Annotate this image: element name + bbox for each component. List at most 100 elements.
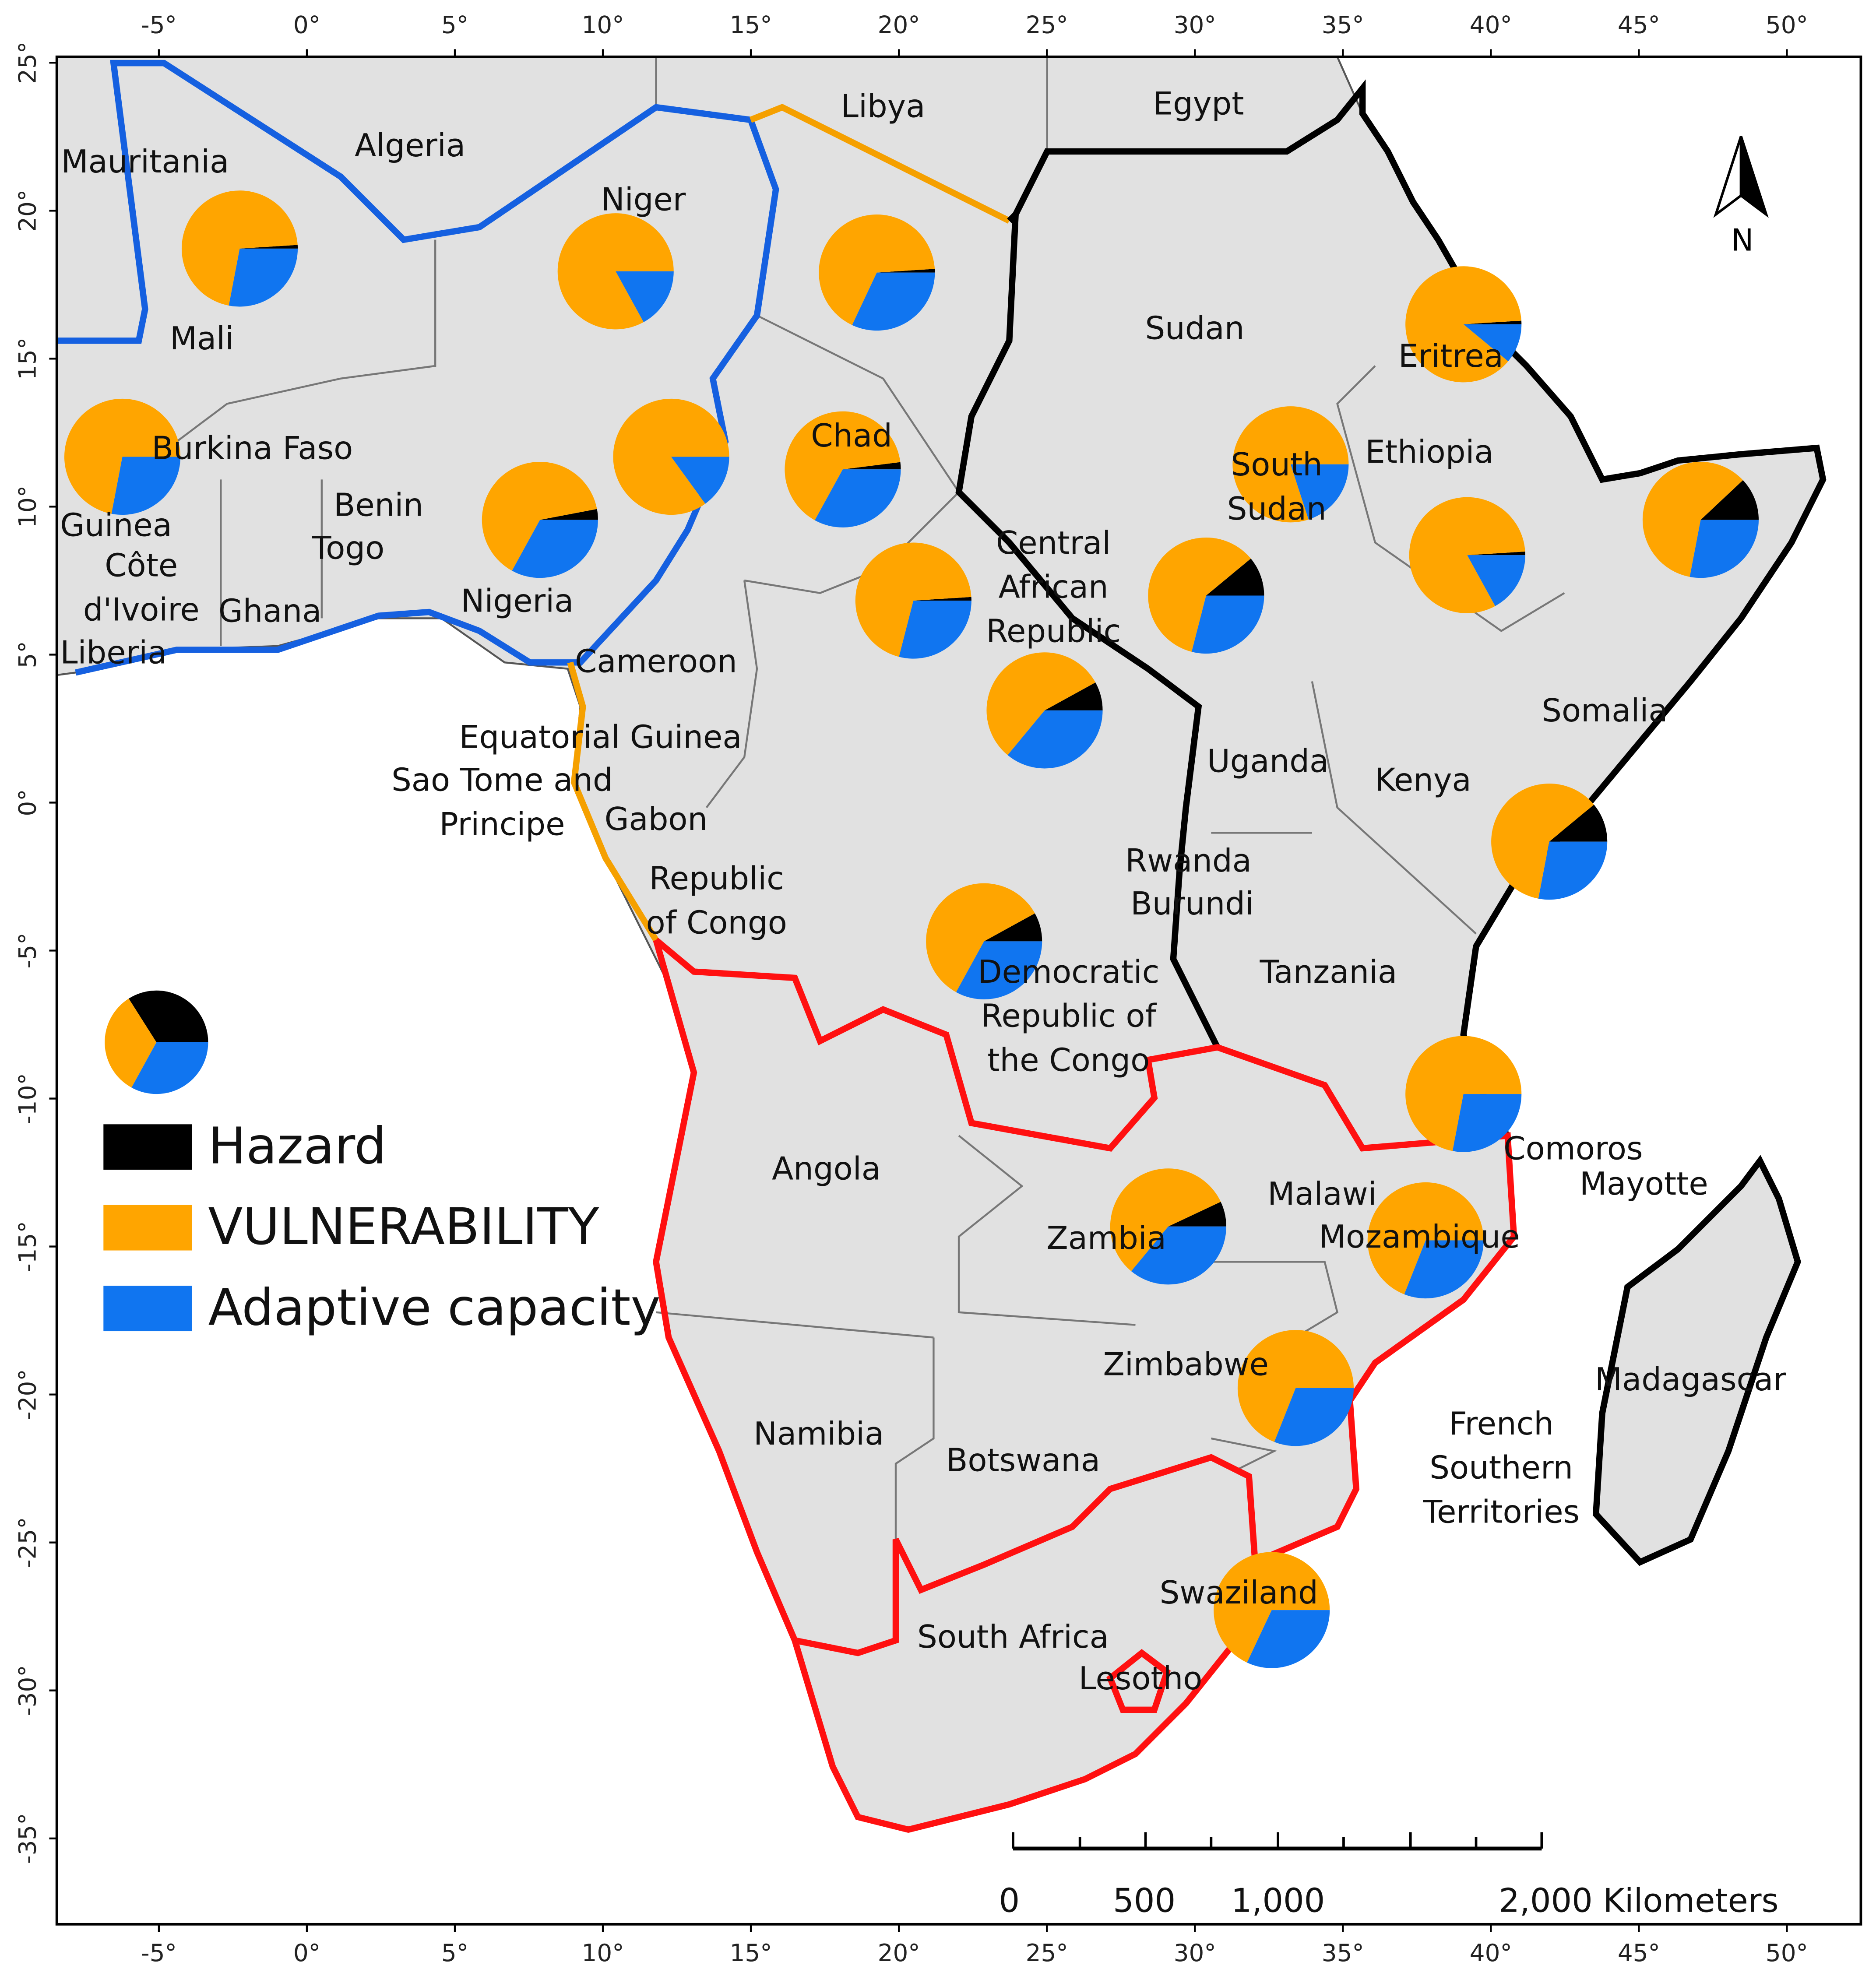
pie-wedge bbox=[1367, 1182, 1484, 1294]
pie-wedge bbox=[229, 248, 298, 307]
scale-label: 1,000 bbox=[1231, 1881, 1325, 1920]
country-label: Swaziland bbox=[1160, 1574, 1318, 1611]
y-tick-label: -5° bbox=[13, 933, 41, 969]
pie-wedge bbox=[984, 913, 1042, 942]
pie-wedge bbox=[842, 462, 901, 470]
country-label: Côte bbox=[105, 547, 178, 584]
pie-wedge bbox=[1452, 1094, 1522, 1152]
x-tick-label: 40° bbox=[1470, 1939, 1512, 1967]
y-tick-label: -20° bbox=[13, 1369, 41, 1420]
country-label: Rwanda bbox=[1125, 842, 1252, 879]
x-tick-label: 50° bbox=[1766, 11, 1808, 39]
pie-wedge bbox=[986, 652, 1096, 756]
y-tick-label: 5° bbox=[13, 641, 41, 668]
central-region-border bbox=[749, 104, 1011, 224]
y-tick-label: -25° bbox=[13, 1517, 41, 1568]
pie-wedge bbox=[1237, 1330, 1354, 1442]
country-label: Egypt bbox=[1153, 85, 1244, 122]
country-label: Southern bbox=[1429, 1449, 1573, 1486]
country-label: Liberia bbox=[60, 634, 167, 671]
country-label: Libya bbox=[841, 88, 926, 124]
y-tick-label: 15° bbox=[13, 338, 41, 380]
pie-wedge bbox=[1405, 266, 1521, 383]
east-region-inner-border bbox=[955, 214, 1221, 1049]
country-label: South bbox=[1231, 446, 1323, 483]
legend-pie-wedge bbox=[129, 990, 208, 1042]
x-tick-label: -5° bbox=[141, 11, 177, 39]
country-label: Principe bbox=[439, 806, 565, 843]
country-label: Somalia bbox=[1542, 692, 1668, 729]
country-label: Gabon bbox=[605, 801, 707, 837]
country-label: Mayotte bbox=[1580, 1165, 1708, 1202]
country-label: d'Ivoire bbox=[83, 591, 200, 628]
pie-wedge bbox=[852, 272, 935, 331]
x-tick-label: 35° bbox=[1322, 11, 1364, 39]
pie-wedge bbox=[1463, 320, 1522, 324]
border bbox=[176, 56, 1565, 1540]
country-label: Botswana bbox=[946, 1442, 1100, 1478]
legend-label: Hazard bbox=[208, 1117, 386, 1176]
x-tick-label: 45° bbox=[1618, 1939, 1660, 1967]
x-tick-label: 0° bbox=[293, 1939, 320, 1967]
country-label: Zimbabwe bbox=[1103, 1346, 1269, 1382]
pie-wedge bbox=[1404, 1240, 1484, 1299]
country-label: Equatorial Guinea bbox=[459, 719, 742, 756]
x-tick-label: 0° bbox=[293, 11, 320, 39]
pie-wedge bbox=[956, 941, 1042, 999]
country-label: Malawi bbox=[1267, 1175, 1376, 1212]
pie-wedge bbox=[512, 520, 598, 578]
country-label: Republic bbox=[986, 613, 1121, 650]
legend-swatch bbox=[103, 1286, 192, 1332]
x-tick-label: 35° bbox=[1322, 1939, 1364, 1967]
pie-wedge bbox=[1538, 841, 1608, 900]
pie-wedge bbox=[181, 190, 298, 306]
x-tick-label: 25° bbox=[1026, 1939, 1068, 1967]
legend-pie-wedge bbox=[105, 999, 157, 1088]
north-label: N bbox=[1731, 223, 1754, 258]
pie-wedge bbox=[876, 269, 935, 273]
x-tick-label: 45° bbox=[1618, 11, 1660, 39]
pie-wedge bbox=[1642, 461, 1743, 577]
country-label: Kenya bbox=[1375, 762, 1471, 798]
central-coast-border bbox=[567, 661, 659, 942]
pie-wedge bbox=[1168, 1202, 1226, 1227]
pie-wedge bbox=[913, 597, 971, 601]
country-label: African bbox=[999, 569, 1109, 605]
pie-wedge bbox=[1274, 1388, 1354, 1446]
pie-wedge bbox=[899, 601, 971, 659]
pie-wedge bbox=[1463, 324, 1522, 362]
country-label: Territories bbox=[1422, 1494, 1580, 1530]
pie-wedge bbox=[855, 542, 971, 657]
y-tick-label: 25° bbox=[13, 42, 41, 84]
country-label: Republic bbox=[649, 860, 784, 897]
legend-pie-wedge bbox=[131, 1042, 208, 1094]
country-label: Comoros bbox=[1503, 1130, 1643, 1167]
country-label: Sudan bbox=[1145, 310, 1244, 347]
pie-wedge bbox=[1206, 559, 1264, 596]
x-tick-label: 10° bbox=[582, 11, 624, 39]
country-label: Burundi bbox=[1130, 885, 1254, 922]
pie-wedge bbox=[1549, 805, 1608, 842]
pie-wedge bbox=[613, 398, 729, 515]
legend-swatch bbox=[103, 1124, 192, 1170]
scale-label: 500 bbox=[1113, 1881, 1176, 1920]
madagascar-land bbox=[1592, 1155, 1801, 1566]
country-label: the Congo bbox=[987, 1042, 1150, 1079]
country-label: Sudan bbox=[1227, 490, 1327, 527]
pie-wedge bbox=[1007, 710, 1103, 769]
pie-wedge bbox=[785, 411, 901, 520]
pie-wedge bbox=[1110, 1168, 1221, 1271]
pie-wedge bbox=[540, 509, 598, 520]
pie-wedge bbox=[1247, 1610, 1330, 1668]
country-label: Mali bbox=[170, 320, 234, 357]
north-arrow-half bbox=[1739, 136, 1769, 218]
country-label: Nigeria bbox=[461, 582, 574, 619]
country-label: Burkina Faso bbox=[151, 430, 353, 467]
country-label: Republic of bbox=[981, 998, 1157, 1034]
x-tick-label: 5° bbox=[441, 11, 468, 39]
legend-label: VULNERABILITY bbox=[208, 1198, 599, 1256]
x-tick-label: 30° bbox=[1174, 11, 1216, 39]
country-label: French bbox=[1449, 1405, 1553, 1442]
